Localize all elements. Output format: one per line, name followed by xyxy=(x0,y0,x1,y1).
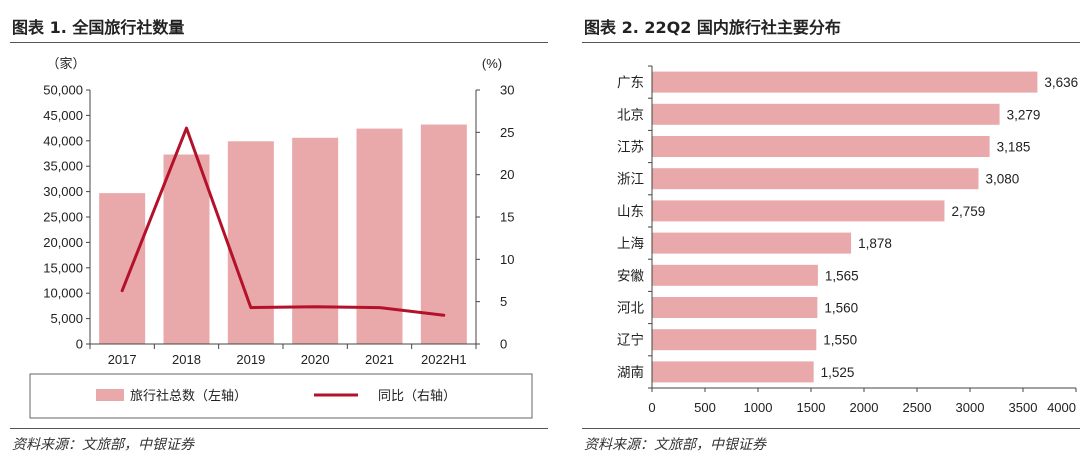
hbar-value-label: 3,185 xyxy=(997,140,1031,155)
hbar-category-label: 江苏 xyxy=(617,140,644,156)
hbar-安徽 xyxy=(652,264,818,286)
hbar-辽宁 xyxy=(652,329,817,351)
hbar-value-label: 3,279 xyxy=(1007,107,1041,122)
hbar-category-label: 安徽 xyxy=(617,268,645,284)
left-y-tick-label: 50,000 xyxy=(43,83,83,98)
legend-box xyxy=(29,373,533,419)
left-source-note: 资料来源：文旅部，中银证券 xyxy=(12,437,194,453)
left-chart-title: 图表 1. 全国旅行社数量 xyxy=(12,18,185,37)
yoy-growth-line xyxy=(120,126,446,317)
hbar-value-label: 3,636 xyxy=(1044,75,1078,90)
x-tick-label: 500 xyxy=(694,400,716,415)
right-y-tick-label: 20 xyxy=(500,167,514,182)
x-tick-label: 2500 xyxy=(903,400,932,415)
hbar-北京 xyxy=(652,103,1000,125)
bar-2022H1 xyxy=(420,124,467,344)
legend-line-label: 同比（右轴） xyxy=(378,389,456,404)
x-tick-label: 2020 xyxy=(301,352,330,367)
right-axis-unit: (%) xyxy=(482,56,502,71)
bar-2020 xyxy=(292,137,339,344)
hbar-河北 xyxy=(652,297,818,318)
x-tick-label: 1500 xyxy=(797,400,826,415)
hbar-value-label: 2,759 xyxy=(951,204,985,219)
hbar-value-label: 1,525 xyxy=(821,365,855,380)
hbar-江苏 xyxy=(652,136,990,157)
legend-bar-label: 旅行社总数（左轴） xyxy=(130,388,247,404)
right-y-tick-label: 30 xyxy=(500,83,514,98)
hbar-category-label: 北京 xyxy=(617,107,644,123)
left-y-tick-label: 30,000 xyxy=(43,184,83,199)
hbar-浙江 xyxy=(652,168,979,190)
x-tick-label: 3000 xyxy=(956,400,985,415)
left-y-tick-label: 45,000 xyxy=(43,108,83,123)
bar-2017 xyxy=(99,193,146,344)
left-combo-chart: （家） (%) 0 5,000 10,000 15,000 20,000 25,000 30,0… xyxy=(29,56,533,419)
x-tick-label: 2000 xyxy=(850,400,879,415)
right-y-tick-label: 15 xyxy=(500,210,514,225)
hbar-category-label: 河北 xyxy=(617,301,645,317)
right-y-tick-label: 0 xyxy=(500,337,507,352)
left-y-tick-label: 25,000 xyxy=(43,210,83,225)
hbar-湖南 xyxy=(652,361,814,383)
left-chart-panel: 图表 1. 全国旅行社数量 （家） (%) 0 5,000 10,000 15,000 20… xyxy=(10,18,548,453)
right-hbar-chart: 3,636 广东 3,279 北京 3,185 江苏 3,080 浙江 2,759 山东 1,878… xyxy=(617,65,1078,415)
right-y-tick-label: 10 xyxy=(500,252,514,267)
right-title-rule xyxy=(582,42,1080,43)
hbar-category-label: 山东 xyxy=(617,204,644,220)
hbar-category-label: 上海 xyxy=(617,236,644,252)
hbar-广东 xyxy=(652,71,1038,93)
right-footer-rule xyxy=(582,428,1080,429)
hbar-category-label: 湖南 xyxy=(617,365,644,381)
legend-bar-swatch xyxy=(96,389,124,401)
hbar-山东 xyxy=(652,200,945,222)
left-footer-rule xyxy=(10,428,548,429)
x-tick-label: 0 xyxy=(648,400,655,415)
left-y-tick-label: 0 xyxy=(76,337,83,352)
left-y-tick-label: 40,000 xyxy=(43,133,83,148)
x-tick-label: 4000 xyxy=(1047,400,1076,415)
hbar-value-label: 1,565 xyxy=(825,268,859,283)
right-y-tick-label: 25 xyxy=(500,125,514,140)
x-tick-label: 2019 xyxy=(236,352,265,367)
right-chart-title: 图表 2. 22Q2 国内旅行社主要分布 xyxy=(584,18,841,37)
left-y-tick-label: 20,000 xyxy=(43,235,83,250)
left-y-tick-label: 10,000 xyxy=(43,286,83,301)
left-y-tick-label: 15,000 xyxy=(43,260,83,275)
right-source-note: 资料来源：文旅部，中银证券 xyxy=(584,437,766,453)
hbar-value-label: 1,550 xyxy=(823,333,857,348)
bar-2021 xyxy=(356,128,403,344)
hbar-category-label: 广东 xyxy=(617,75,644,91)
hbar-value-label: 1,560 xyxy=(824,301,858,316)
bar-2018 xyxy=(163,154,210,344)
left-y-tick-label: 5,000 xyxy=(50,311,83,326)
left-title-rule xyxy=(10,42,548,43)
right-chart-panel: 图表 2. 22Q2 国内旅行社主要分布 3,636 广东 3,279 北京 3,185… xyxy=(572,0,1080,464)
x-tick-label: 1000 xyxy=(744,400,773,415)
left-y-tick-label: 35,000 xyxy=(43,159,83,174)
hbar-上海 xyxy=(652,232,852,254)
x-tick-label: 3500 xyxy=(1009,400,1038,415)
bar-2019 xyxy=(227,141,274,344)
x-tick-label: 2017 xyxy=(108,352,137,367)
right-y-tick-label: 5 xyxy=(500,294,507,309)
x-tick-label: 2018 xyxy=(172,352,201,367)
hbar-category-label: 浙江 xyxy=(617,172,644,188)
x-tick-label: 2021 xyxy=(365,352,394,367)
hbar-category-label: 辽宁 xyxy=(617,332,644,349)
left-axis-unit: （家） xyxy=(46,56,85,72)
hbar-value-label: 1,878 xyxy=(858,236,892,251)
hbar-value-label: 3,080 xyxy=(985,172,1019,187)
x-tick-label: 2022H1 xyxy=(421,352,467,367)
